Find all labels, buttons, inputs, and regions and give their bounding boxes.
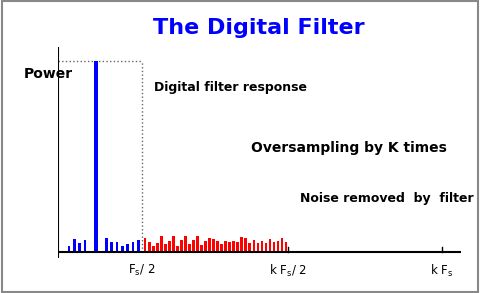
Bar	[176, 246, 179, 252]
Bar	[168, 241, 171, 252]
Text: Oversampling by K times: Oversampling by K times	[251, 141, 447, 155]
Bar	[264, 243, 267, 252]
Bar	[252, 240, 255, 252]
Bar	[126, 244, 129, 252]
Text: Digital filter response: Digital filter response	[154, 81, 307, 94]
Bar	[116, 242, 118, 252]
Bar	[281, 239, 283, 252]
Bar	[121, 246, 124, 252]
Bar	[156, 243, 158, 252]
Bar	[148, 242, 151, 252]
Bar	[216, 241, 219, 252]
Text: Power: Power	[24, 67, 72, 81]
Bar	[184, 236, 187, 252]
Bar	[285, 242, 288, 252]
Bar	[84, 240, 86, 252]
Bar	[276, 241, 279, 252]
Bar	[237, 242, 239, 252]
Bar	[256, 243, 259, 252]
Bar	[160, 236, 163, 252]
Bar	[192, 240, 195, 252]
Bar	[105, 238, 108, 252]
Bar	[196, 236, 199, 252]
Bar	[137, 240, 140, 252]
Bar	[180, 240, 183, 252]
Bar	[224, 241, 227, 252]
Text: The Digital Filter: The Digital Filter	[154, 18, 365, 38]
Bar	[212, 239, 215, 252]
Bar	[78, 243, 81, 252]
Bar	[244, 238, 247, 252]
Bar	[273, 242, 276, 252]
Text: k $\mathregular{F_s}$/ 2: k $\mathregular{F_s}$/ 2	[269, 263, 307, 279]
Bar	[144, 238, 146, 252]
Text: $\mathregular{F_s}$/ 2: $\mathregular{F_s}$/ 2	[128, 263, 156, 278]
Text: k $\mathregular{F_s}$: k $\mathregular{F_s}$	[430, 263, 453, 279]
Bar	[204, 241, 207, 252]
Bar	[164, 244, 167, 252]
Bar	[232, 241, 235, 252]
Bar	[228, 242, 231, 252]
Bar	[110, 242, 113, 252]
Bar	[132, 242, 134, 252]
Bar	[249, 243, 251, 252]
Bar	[94, 61, 98, 252]
Bar	[200, 245, 203, 252]
Bar	[220, 244, 223, 252]
Bar	[240, 237, 243, 252]
Bar	[68, 246, 71, 252]
Text: Noise removed  by  filter: Noise removed by filter	[300, 192, 473, 205]
Bar	[152, 246, 155, 252]
Bar	[261, 241, 263, 252]
Bar	[269, 239, 271, 252]
Bar	[73, 239, 76, 252]
Bar	[188, 244, 191, 252]
Bar	[208, 238, 211, 252]
Bar	[172, 236, 175, 252]
